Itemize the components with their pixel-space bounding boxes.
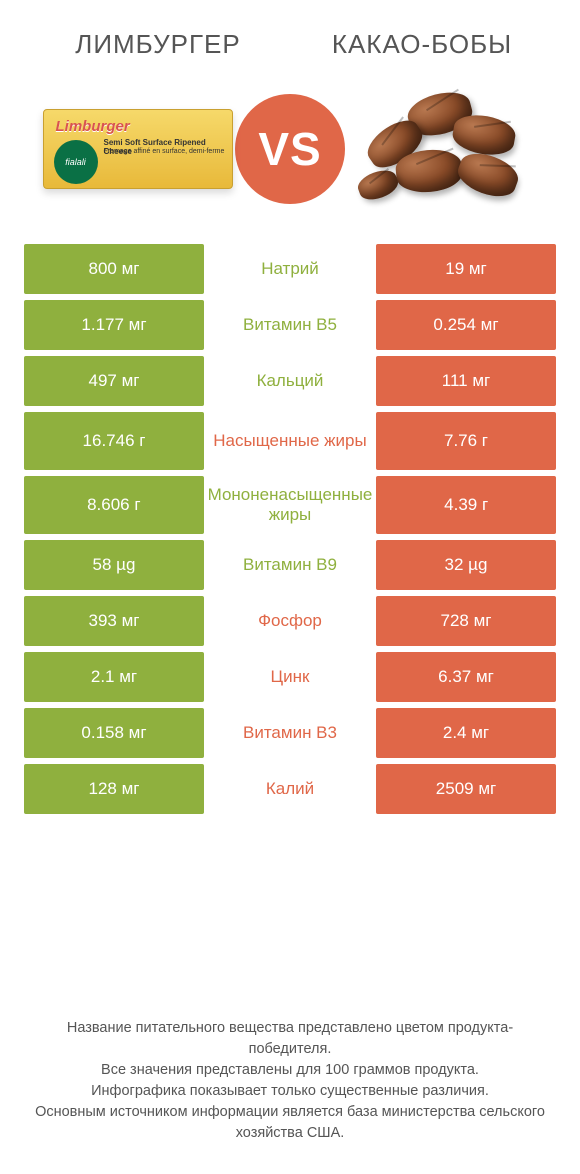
footer-line: Название питательного вещества представл… [34, 1018, 546, 1060]
table-row: 2.1 мгЦинк6.37 мг [24, 652, 556, 702]
footer-line: Инфографика показывает только существенн… [34, 1081, 546, 1102]
cell-right-value: 111 мг [376, 356, 556, 406]
cell-nutrient-label: Витамин B9 [204, 540, 376, 590]
cell-nutrient-label: Витамин B5 [204, 300, 376, 350]
infographic: ЛИМБУРГЕР КАКАО-БОБЫ Limburger fialali S… [0, 0, 580, 1174]
comparison-table: 800 мгНатрий19 мг 1.177 мгВитамин B50.254… [20, 244, 560, 814]
cell-right-value: 32 µg [376, 540, 556, 590]
cheese-badge: fialali [54, 140, 98, 184]
cell-left-value: 8.606 г [24, 476, 204, 534]
product-left-image: Limburger fialali Semi Soft Surface Ripe… [40, 84, 235, 214]
cell-right-value: 4.39 г [376, 476, 556, 534]
cell-nutrient-label: Насыщенные жиры [204, 412, 376, 470]
cell-right-value: 0.254 мг [376, 300, 556, 350]
cell-left-value: 16.746 г [24, 412, 204, 470]
cell-right-value: 6.37 мг [376, 652, 556, 702]
cell-nutrient-label: Мононенасыщенные жиры [204, 476, 377, 534]
title-right: КАКАО-БОБЫ [314, 30, 530, 59]
vs-badge: VS [235, 94, 345, 204]
cocoa-bean [450, 110, 518, 158]
cell-right-value: 19 мг [376, 244, 556, 294]
cocoa-bean [453, 146, 522, 202]
product-right-image [345, 84, 540, 214]
cheese-brand: Limburger [56, 118, 220, 135]
cell-right-value: 7.76 г [376, 412, 556, 470]
table-row: 0.158 мгВитамин B32.4 мг [24, 708, 556, 758]
cell-nutrient-label: Натрий [204, 244, 376, 294]
cell-left-value: 2.1 мг [24, 652, 204, 702]
titles-row: ЛИМБУРГЕР КАКАО-БОБЫ [20, 30, 560, 59]
footer-notes: Название питательного вещества представл… [20, 996, 560, 1154]
table-row: 128 мгКалий2509 мг [24, 764, 556, 814]
footer-line: Основным источником информации является … [34, 1102, 546, 1144]
cell-left-value: 800 мг [24, 244, 204, 294]
table-row: 393 мгФосфор728 мг [24, 596, 556, 646]
cell-right-value: 2.4 мг [376, 708, 556, 758]
cell-right-value: 728 мг [376, 596, 556, 646]
cocoa-beans-illustration [358, 94, 528, 204]
cocoa-bean [354, 166, 400, 204]
table-row: 800 мгНатрий19 мг [24, 244, 556, 294]
cell-left-value: 497 мг [24, 356, 204, 406]
cell-nutrient-label: Фосфор [204, 596, 376, 646]
table-row: 1.177 мгВитамин B50.254 мг [24, 300, 556, 350]
cell-left-value: 393 мг [24, 596, 204, 646]
cell-right-value: 2509 мг [376, 764, 556, 814]
vs-row: Limburger fialali Semi Soft Surface Ripe… [20, 59, 560, 244]
cell-left-value: 0.158 мг [24, 708, 204, 758]
cell-left-value: 58 µg [24, 540, 204, 590]
table-row: 497 мгКальций111 мг [24, 356, 556, 406]
cell-nutrient-label: Цинк [204, 652, 376, 702]
table-row: 16.746 гНасыщенные жиры7.76 г [24, 412, 556, 470]
cheese-sub2: Fromage affiné en surface, demi-ferme [104, 148, 225, 155]
table-row: 58 µgВитамин B932 µg [24, 540, 556, 590]
table-row: 8.606 гМононенасыщенные жиры4.39 г [24, 476, 556, 534]
title-left: ЛИМБУРГЕР [50, 30, 266, 59]
footer-line: Все значения представлены для 100 граммо… [34, 1060, 546, 1081]
cell-nutrient-label: Калий [204, 764, 376, 814]
cell-nutrient-label: Витамин B3 [204, 708, 376, 758]
cell-left-value: 128 мг [24, 764, 204, 814]
cheese-illustration: Limburger fialali Semi Soft Surface Ripe… [43, 109, 233, 189]
cell-left-value: 1.177 мг [24, 300, 204, 350]
cell-nutrient-label: Кальций [204, 356, 376, 406]
